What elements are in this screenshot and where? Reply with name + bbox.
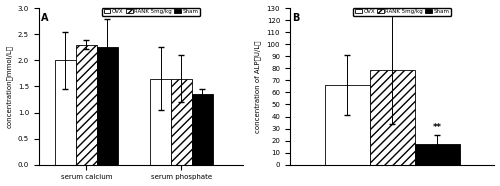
Bar xyxy=(96,47,117,165)
Y-axis label: concentration（mmol/L）: concentration（mmol/L） xyxy=(6,45,12,128)
Text: B: B xyxy=(292,13,299,23)
Bar xyxy=(324,85,370,165)
Y-axis label: concentration of ALP（U/L）: concentration of ALP（U/L） xyxy=(254,40,261,133)
Bar xyxy=(55,60,76,165)
Bar xyxy=(150,78,171,165)
Bar xyxy=(192,94,213,165)
Text: **: ** xyxy=(432,123,442,132)
Bar xyxy=(414,144,460,165)
Text: A: A xyxy=(40,13,48,23)
Bar xyxy=(76,45,96,165)
Bar xyxy=(171,78,192,165)
Legend: OVX, RANK 5mg/kg, Sham: OVX, RANK 5mg/kg, Sham xyxy=(102,8,200,16)
Legend: OVX, RANK 5mg/kg, Sham: OVX, RANK 5mg/kg, Sham xyxy=(354,8,452,16)
Bar xyxy=(370,70,414,165)
